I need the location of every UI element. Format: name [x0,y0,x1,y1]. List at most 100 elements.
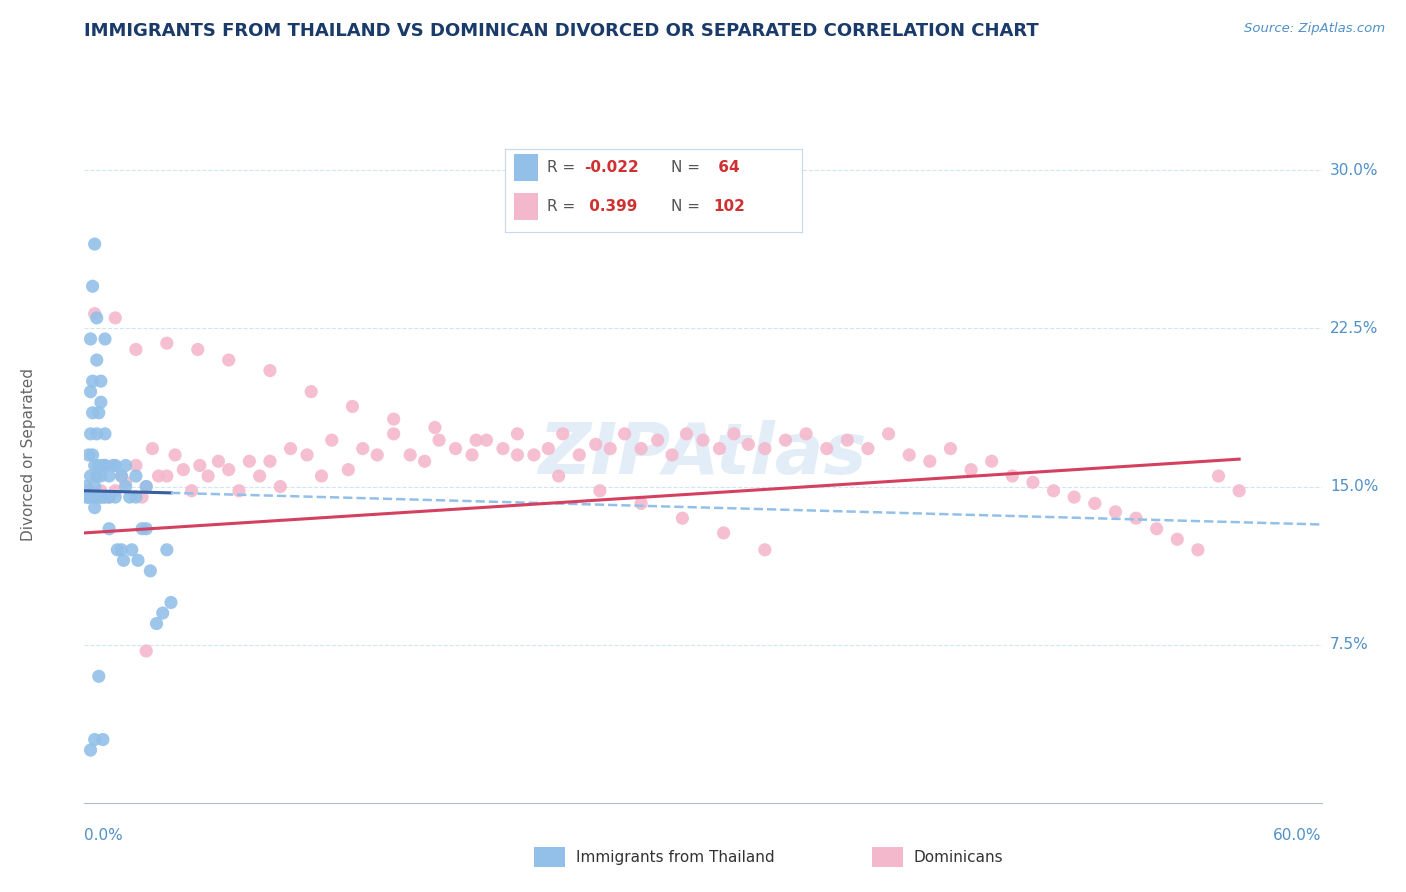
Point [86,426,108,441]
Bar [515,153,537,180]
Point [87,458,110,473]
Point [342,400,364,414]
Point [1063,490,1085,504]
Point [83,458,105,473]
Point [551,426,574,441]
Point [131,522,153,536]
Point [1084,496,1107,510]
Point [75,490,97,504]
Point [82,374,104,388]
Point [754,442,776,456]
Text: 22.5%: 22.5% [1330,321,1378,336]
Point [91,458,114,473]
Point [1208,469,1230,483]
Point [104,310,127,325]
Point [444,442,467,456]
Point [754,542,776,557]
Point [197,469,219,483]
Point [114,458,136,473]
Point [399,448,422,462]
Bar [515,193,537,219]
Text: Source: ZipAtlas.com: Source: ZipAtlas.com [1244,22,1385,36]
Point [83,732,105,747]
Point [94,426,117,441]
Point [94,332,117,346]
Point [79,426,101,441]
Point [599,442,621,456]
Point [103,458,125,473]
Point [165,448,187,462]
Point [249,469,271,483]
Point [77,448,100,462]
Point [145,616,167,631]
Text: 0.0%: 0.0% [84,828,124,843]
Point [1187,542,1209,557]
Point [82,490,104,504]
Point [90,469,112,483]
Point [506,426,529,441]
Point [87,669,110,683]
Point [613,426,636,441]
Point [77,483,100,498]
Point [465,433,488,447]
Text: Divorced or Separated: Divorced or Separated [21,368,37,541]
Point [280,442,302,456]
Point [86,469,108,483]
Point [104,483,127,498]
Point [172,463,194,477]
Point [187,343,209,357]
Point [152,606,174,620]
Point [82,406,104,420]
Text: ZIPAtlas: ZIPAtlas [538,420,868,490]
Point [259,454,281,468]
Point [269,479,291,493]
Point [86,469,108,483]
Point [83,479,105,493]
Point [79,469,101,483]
Point [110,469,132,483]
Point [737,437,759,451]
Point [125,490,148,504]
Point [79,743,101,757]
Point [856,442,879,456]
Text: N =: N = [671,160,706,175]
Point [110,542,132,557]
Point [114,479,136,493]
Point [547,469,569,483]
Point [141,442,163,456]
Text: 64: 64 [713,160,740,175]
Point [352,442,374,456]
Point [295,448,318,462]
Point [589,483,612,498]
Point [90,374,112,388]
Point [568,448,591,462]
Point [98,522,121,536]
Point [148,469,170,483]
Text: N =: N = [671,199,706,214]
Point [90,395,112,409]
Point [692,433,714,447]
Point [121,542,143,557]
Point [83,500,105,515]
Point [382,426,405,441]
Point [259,363,281,377]
Point [104,490,127,504]
Point [79,332,101,346]
Point [1166,533,1188,547]
Point [492,442,515,456]
Point [837,433,859,447]
Point [321,433,343,447]
Point [218,353,240,368]
Point [898,448,921,462]
Point [118,490,141,504]
Text: R =: R = [547,199,579,214]
Point [939,442,962,456]
Point [382,412,405,426]
Point [82,279,104,293]
Point [75,479,97,493]
Point [110,469,132,483]
Point [98,469,121,483]
Point [630,496,652,510]
Point [427,433,450,447]
Text: 0.399: 0.399 [583,199,637,214]
